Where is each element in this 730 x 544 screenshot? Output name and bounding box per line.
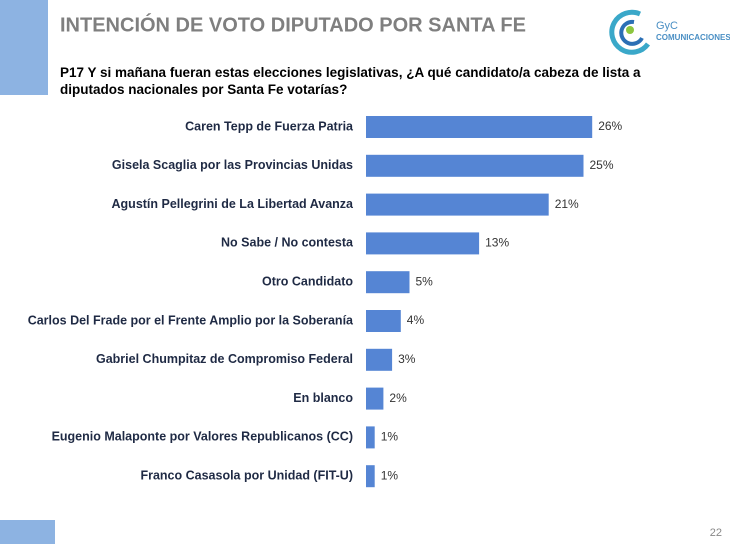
category-label: Franco Casasola por Unidad (FIT-U) bbox=[140, 468, 353, 482]
value-label: 1% bbox=[381, 468, 399, 482]
category-label: Otro Candidato bbox=[262, 274, 353, 288]
bar bbox=[366, 310, 401, 332]
logo: GyC COMUNICACIONES bbox=[609, 9, 730, 55]
value-label: 4% bbox=[407, 313, 425, 327]
bar bbox=[366, 348, 393, 371]
bar bbox=[366, 387, 384, 410]
bar bbox=[366, 271, 410, 294]
bar bbox=[366, 426, 375, 449]
bar bbox=[366, 116, 593, 138]
value-label: 3% bbox=[398, 352, 416, 366]
category-label: Caren Tepp de Fuerza Patria bbox=[185, 119, 354, 133]
page-number: 22 bbox=[710, 527, 722, 539]
bar bbox=[366, 232, 480, 255]
value-label: 26% bbox=[598, 119, 622, 133]
bar bbox=[366, 465, 375, 488]
value-label: 21% bbox=[555, 197, 579, 211]
chart-subtitle: P17 Y si mañana fueran estas elecciones … bbox=[60, 65, 641, 97]
category-label: No Sabe / No contesta bbox=[221, 236, 354, 250]
value-label: 2% bbox=[389, 391, 407, 405]
category-label: En blanco bbox=[293, 391, 353, 405]
value-label: 1% bbox=[381, 430, 399, 444]
category-label: Agustín Pellegrini de La Libertad Avanza bbox=[112, 197, 355, 211]
bar bbox=[366, 154, 584, 177]
corner-block bbox=[0, 0, 48, 95]
logo-sub: COMUNICACIONES bbox=[656, 33, 730, 42]
category-label: Eugenio Malaponte por Valores Republican… bbox=[52, 430, 353, 444]
bar bbox=[366, 193, 549, 216]
category-label: Gisela Scaglia por las Provincias Unidas bbox=[112, 158, 353, 172]
category-label: Gabriel Chumpitaz de Compromiso Federal bbox=[96, 352, 353, 366]
chart-title: INTENCIÓN DE VOTO DIPUTADO POR SANTA FE bbox=[60, 12, 526, 36]
logo-name: GyC bbox=[656, 20, 678, 32]
category-label: Carlos Del Frade por el Frente Amplio po… bbox=[28, 313, 354, 327]
value-label: 5% bbox=[416, 274, 434, 288]
value-label: 25% bbox=[590, 158, 614, 172]
corner-block bbox=[0, 520, 55, 544]
value-label: 13% bbox=[485, 236, 509, 250]
